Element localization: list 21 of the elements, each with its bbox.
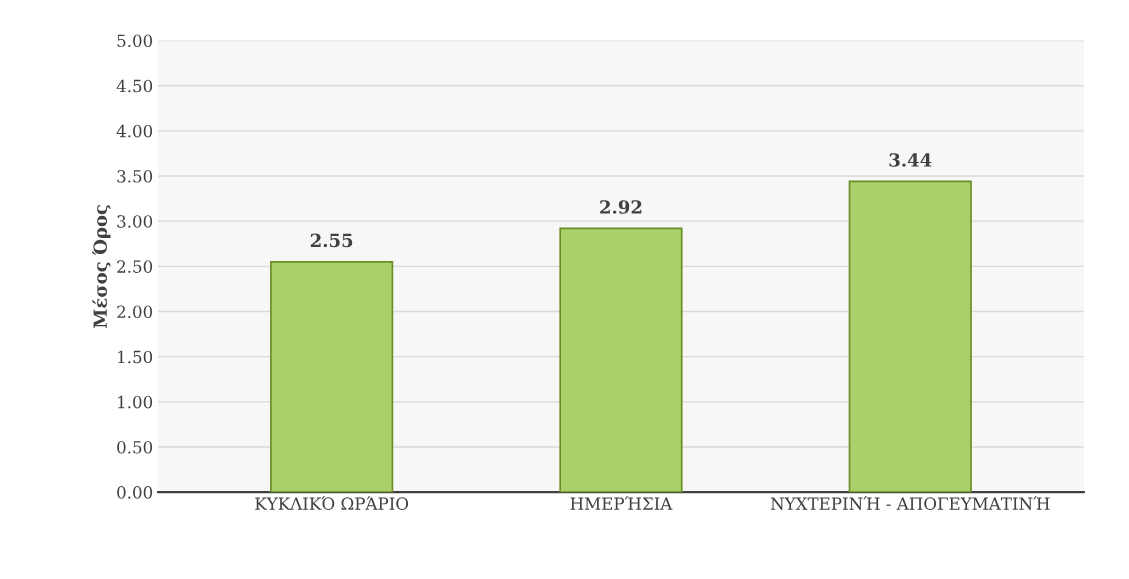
y-tick-label: 4.50 — [116, 79, 153, 93]
y-tick-label: 5.00 — [117, 34, 153, 48]
data-label: 2.55 — [310, 233, 353, 248]
y-tick-label: 0.00 — [117, 486, 153, 499]
bar — [559, 227, 683, 493]
data-label: 2.92 — [600, 200, 642, 214]
y-tick-label: 4.00 — [116, 124, 153, 138]
y-tick-label: 3.00 — [117, 215, 153, 228]
bar — [270, 260, 394, 493]
x-tick-label: ΝΥΧΤΕΡΙΝΉ - ΑΠΟΓΕΥΜΑΤΙΝΉ — [770, 496, 1050, 510]
data-label: 3.44 — [889, 153, 932, 167]
y-tick-label: 2.50 — [117, 260, 153, 273]
bar — [848, 180, 972, 493]
x-tick-label: ΚΥΚΛΙΚΌ ΩΡΆΡΙΟ — [255, 496, 409, 510]
y-tick-label: 1.00 — [118, 395, 153, 409]
y-tick-label: 2.00 — [117, 305, 153, 319]
y-tick-label: 1.50 — [118, 350, 153, 364]
y-tick-label: 3.50 — [117, 169, 153, 183]
y-axis-title: Μέσος Όρος — [92, 205, 111, 328]
y-tick-label: 0.50 — [117, 440, 153, 454]
x-tick-label: ΗΜΕΡΉΣΙΑ — [570, 496, 673, 510]
